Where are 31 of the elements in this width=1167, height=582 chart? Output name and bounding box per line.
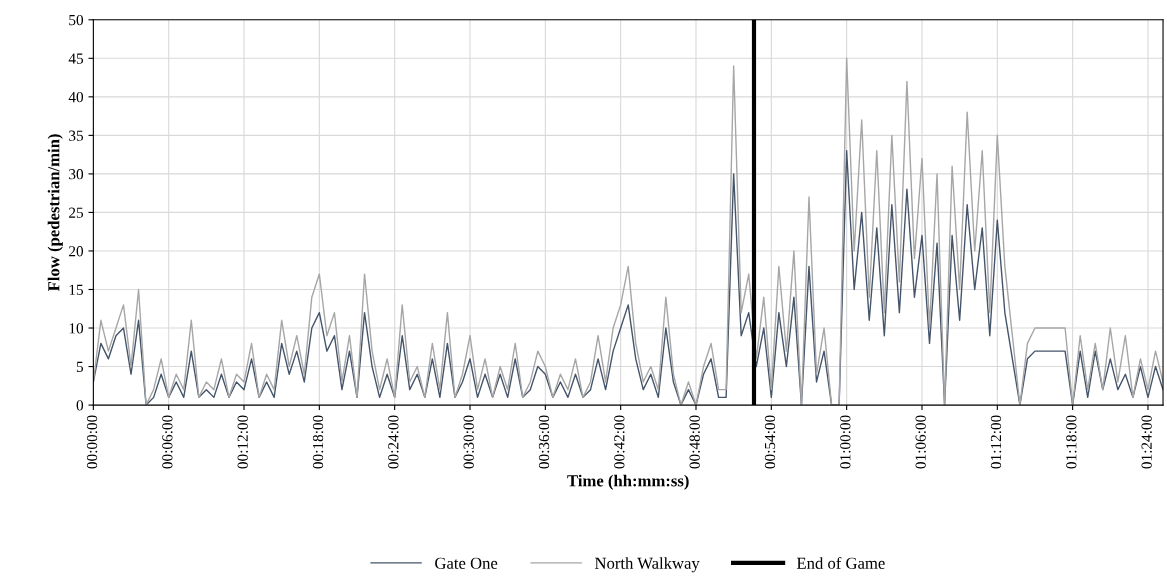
y-tick-label: 30 xyxy=(69,169,84,180)
y-axis-title: Flow (pedestrian/min) xyxy=(47,134,63,292)
y-tick-label: 50 xyxy=(69,14,84,26)
y-tick-label: 40 xyxy=(68,91,84,103)
y-tick-label: 15 xyxy=(69,284,84,295)
y-tick-label: 10 xyxy=(69,323,84,334)
y-tick-label: 45 xyxy=(68,53,84,64)
y-tick-label: 0 xyxy=(76,400,84,411)
x-tick-label: 01:24:00 xyxy=(1141,415,1152,469)
legend-label: North Walkway xyxy=(594,557,700,573)
y-tick-label: 25 xyxy=(69,207,84,218)
y-tick-label: 5 xyxy=(76,361,84,372)
x-tick-label: 01:18:00 xyxy=(1066,415,1077,469)
x-tick-label: 00:54:00 xyxy=(764,415,776,469)
legend-label: Gate One xyxy=(435,557,498,569)
x-axis-title: Time (hh:mm:ss) xyxy=(567,474,689,490)
x-tick-label: 00:42:00 xyxy=(614,415,625,469)
x-tick-label: 00:30:00 xyxy=(463,415,474,469)
x-tick-label: 00:36:00 xyxy=(538,415,550,469)
x-tick-label: 01:00:00 xyxy=(840,415,851,469)
y-tick-label: 20 xyxy=(69,246,84,257)
x-tick-label: 00:48:00 xyxy=(689,415,700,469)
x-tick-label: 01:06:00 xyxy=(915,415,926,469)
x-tick-label: 00:00:00 xyxy=(86,415,98,469)
legend-label: End of Game xyxy=(796,556,885,569)
x-tick-label: 00:12:00 xyxy=(237,415,248,469)
x-tick-label: 00:18:00 xyxy=(312,415,324,469)
x-tick-label: 00:06:00 xyxy=(162,415,173,469)
y-tick-label: 35 xyxy=(69,130,84,141)
x-tick-label: 00:24:00 xyxy=(388,415,399,469)
x-tick-label: 01:12:00 xyxy=(990,415,1002,469)
